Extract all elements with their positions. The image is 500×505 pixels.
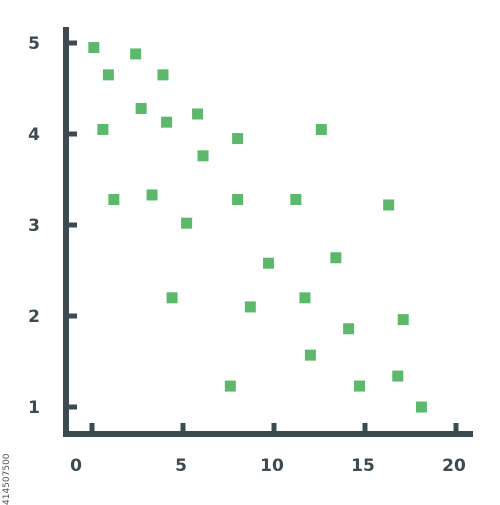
data-point [161, 116, 173, 128]
data-point [146, 189, 158, 201]
data-point [88, 42, 100, 54]
x-tick-label: 5 [175, 456, 187, 476]
data-point [263, 257, 275, 269]
data-point [232, 133, 244, 145]
data-point [130, 48, 142, 60]
data-point [135, 103, 147, 115]
data-point [315, 123, 327, 135]
watermark-id-text: 414507500 [2, 453, 12, 505]
data-point [97, 123, 109, 135]
data-point [299, 292, 311, 304]
data-point [290, 194, 302, 206]
data-point [304, 349, 316, 361]
y-tick-label: 5 [28, 34, 40, 54]
data-point [354, 380, 366, 392]
data-point [192, 108, 204, 120]
data-point [166, 292, 178, 304]
data-point [244, 301, 256, 313]
data-point [102, 69, 114, 81]
data-point [157, 69, 169, 81]
data-points [88, 42, 427, 413]
data-point [232, 194, 244, 206]
data-point [108, 194, 120, 206]
data-point [383, 199, 395, 211]
axis-ticks: 1 2 3 4 5 0 5 10 15 20 [28, 34, 466, 476]
y-tick-label: 3 [28, 216, 40, 236]
x-tick-label: 0 [70, 456, 82, 476]
data-point [392, 370, 404, 382]
x-tick-label: 10 [260, 456, 284, 476]
data-point [343, 323, 355, 335]
y-tick-label: 2 [28, 307, 40, 327]
y-tick-label: 1 [28, 398, 40, 418]
data-point [224, 380, 236, 392]
data-point [197, 150, 209, 162]
data-point [181, 217, 193, 229]
data-point [330, 252, 342, 264]
y-tick-label: 4 [28, 125, 40, 145]
x-tick-label: 15 [351, 456, 375, 476]
x-tick-label: 20 [442, 456, 466, 476]
data-point [415, 401, 427, 413]
data-point [397, 314, 409, 326]
